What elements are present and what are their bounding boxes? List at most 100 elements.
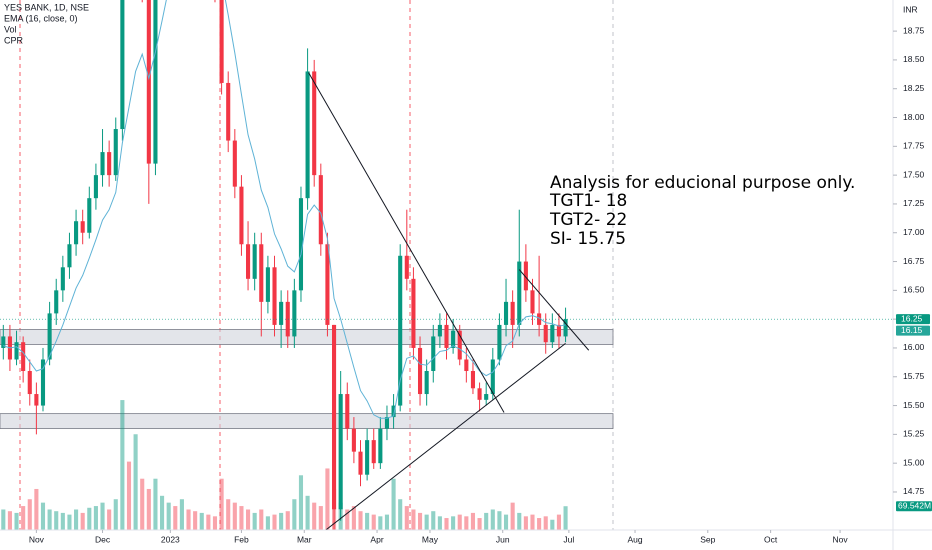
candle-body [391, 405, 396, 418]
candle-body [503, 301, 509, 325]
volume-bar [345, 509, 350, 530]
volume-bar [451, 516, 456, 530]
volume-bar [246, 509, 251, 530]
volume-bar [484, 512, 489, 530]
candle-body [60, 267, 65, 291]
volume-bar [60, 512, 65, 530]
candle-body [265, 267, 270, 302]
annotation: TGT2- 22 [549, 210, 627, 230]
y-tick-label: 15.25 [903, 429, 925, 439]
candle-body [100, 152, 105, 176]
candle-body [153, 0, 158, 164]
volume-bar [133, 434, 138, 530]
volume-bar [365, 512, 370, 530]
candle-body [93, 175, 98, 199]
candle-body [226, 82, 231, 141]
candle-body [497, 324, 502, 360]
volume-bar [252, 512, 257, 530]
volume-bar [120, 400, 125, 530]
volume-bar [470, 512, 476, 530]
candle-body [40, 359, 46, 406]
volume-badge-label: 69.542M [898, 500, 931, 510]
candle-body [312, 71, 317, 176]
volume-bar [140, 478, 145, 530]
candle-body [259, 244, 264, 302]
candle-body [34, 394, 39, 406]
volume-bar [437, 516, 442, 530]
candle-body [47, 313, 52, 360]
volume-bar [384, 514, 390, 530]
x-tick-label: Nov [29, 534, 45, 544]
x-tick-label: Dec [95, 534, 111, 544]
volume-bar [54, 511, 59, 530]
candle-body [358, 451, 363, 475]
volume-bar [166, 502, 171, 530]
candle-body [27, 371, 32, 395]
indicator-label: CPR [4, 35, 24, 45]
indicator-label: Vol [4, 24, 17, 34]
candle-body [371, 440, 376, 464]
volume-bar [259, 509, 264, 530]
volume-bar [212, 516, 218, 530]
candle-body [417, 347, 423, 395]
candle-body [537, 313, 542, 325]
candle-body [252, 244, 257, 279]
candle-body [74, 221, 79, 245]
volume-bar [298, 475, 304, 530]
candle-body [404, 255, 409, 279]
x-tick-label: Jul [563, 534, 574, 544]
x-tick-label: Mar [297, 534, 312, 544]
volume-bar [398, 499, 403, 530]
volume-bar [27, 499, 32, 530]
y-tick-label: 15.50 [903, 400, 925, 410]
volume-bar [358, 511, 363, 530]
volume-bar [179, 499, 184, 530]
volume-bar [126, 461, 132, 530]
y-tick-label: 18.75 [903, 25, 925, 35]
candle-body [272, 267, 277, 325]
volume-bar [113, 499, 118, 530]
candle-body [477, 388, 482, 400]
candle-body [484, 394, 489, 400]
volume-bar [153, 478, 158, 530]
candle-body [146, 0, 151, 164]
candle-body [54, 290, 59, 314]
y-tick-label: 18.00 [903, 112, 925, 122]
volume-bar [411, 509, 416, 530]
volume-bar [219, 478, 224, 530]
x-tick-label: Oct [764, 534, 778, 544]
indicator-label: EMA (16, close, 0) [4, 13, 78, 23]
volume-bar [556, 514, 562, 530]
candle-body [378, 428, 383, 464]
candle-body [510, 301, 515, 325]
candle-body [305, 71, 310, 199]
volume-bar [285, 511, 290, 530]
x-tick-label: May [422, 534, 439, 544]
trendline [325, 342, 566, 530]
candle-body [384, 417, 390, 429]
candle-body [530, 290, 535, 314]
candle-body [279, 301, 284, 325]
candle-body [325, 244, 330, 325]
volume-bar [537, 518, 542, 530]
y-tick-label: 18.25 [903, 83, 925, 93]
y-tick-label: 15.75 [903, 371, 925, 381]
candle-body [219, 0, 224, 83]
volume-bar [34, 488, 39, 530]
candle-body [120, 0, 125, 130]
volume-bar [272, 514, 277, 530]
candle-body [1, 336, 6, 348]
candle-body [67, 244, 72, 268]
volume-bar [424, 514, 429, 530]
volume-bar [107, 509, 112, 530]
volume-bar [146, 488, 151, 530]
y-tick-label: 17.25 [903, 198, 925, 208]
candle-body [351, 428, 356, 452]
volume-bar [1, 509, 6, 530]
volume-bar [14, 512, 19, 530]
candle-body [298, 198, 304, 291]
candle-body [431, 336, 436, 371]
price-badge [896, 325, 930, 336]
volume-bar [40, 502, 46, 530]
volume-bar [206, 514, 211, 530]
